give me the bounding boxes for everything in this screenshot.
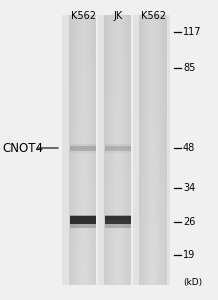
- Bar: [105, 146, 131, 151]
- Text: 34: 34: [183, 183, 195, 193]
- Bar: [105, 143, 131, 148]
- Text: 117: 117: [183, 27, 201, 37]
- Bar: [105, 224, 131, 228]
- Bar: [105, 216, 131, 224]
- Bar: [62, 15, 170, 285]
- Text: (kD): (kD): [183, 278, 202, 286]
- Text: JK: JK: [113, 11, 123, 21]
- Bar: [70, 143, 96, 148]
- Bar: [70, 224, 96, 228]
- Bar: [70, 216, 96, 224]
- Text: 26: 26: [183, 217, 195, 227]
- Bar: [70, 215, 96, 220]
- Text: CNOT4: CNOT4: [2, 142, 43, 154]
- Text: 48: 48: [183, 143, 195, 153]
- Bar: [105, 148, 131, 152]
- Text: 19: 19: [183, 250, 195, 260]
- Text: K562: K562: [140, 11, 165, 21]
- Text: K562: K562: [70, 11, 95, 21]
- Bar: [105, 215, 131, 220]
- Text: 85: 85: [183, 63, 195, 73]
- Bar: [70, 148, 96, 152]
- Bar: [70, 146, 96, 151]
